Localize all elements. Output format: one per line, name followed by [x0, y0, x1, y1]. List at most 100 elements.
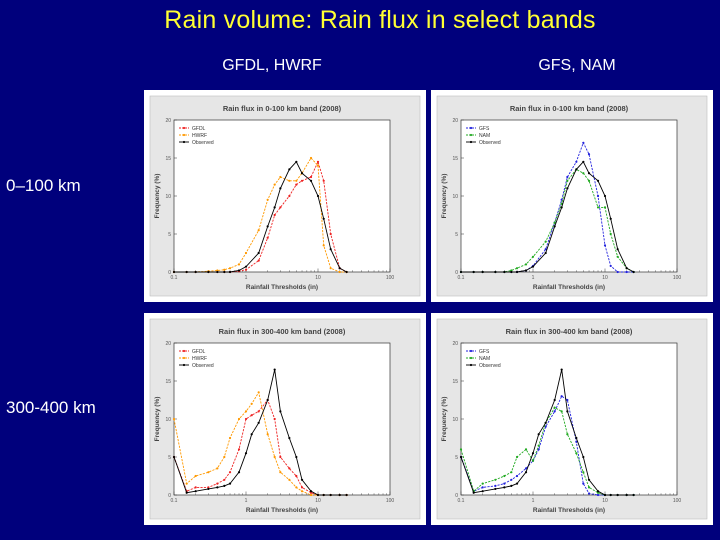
data-point-observed [616, 493, 619, 497]
data-point-hwrf [288, 478, 291, 481]
data-point-observed [472, 491, 475, 494]
legend-label-observed: Observed [479, 140, 501, 146]
data-point-observed [587, 478, 591, 481]
data-point-gfdl [300, 179, 304, 182]
y-tick-label: 5 [168, 455, 171, 461]
data-point-observed [194, 490, 197, 493]
data-point-observed [560, 368, 563, 371]
data-point-gfdl [300, 486, 304, 489]
data-point-nam [587, 486, 591, 489]
data-point-observed [273, 368, 276, 371]
data-point-observed [553, 225, 556, 228]
y-tick-label: 20 [452, 341, 458, 347]
x-axis-label: Rainfall Thresholds (in) [533, 507, 605, 514]
data-point-observed [207, 487, 210, 491]
row-label-top: 0–100 km [6, 176, 81, 195]
x-tick-label: 10 [602, 498, 608, 504]
data-point-observed [266, 225, 269, 228]
data-point-gfs [582, 482, 585, 485]
legend-label-nam: NAM [479, 133, 490, 139]
legend-label-nam: NAM [479, 356, 490, 362]
data-point-hwrf [228, 267, 232, 270]
data-point-observed [329, 248, 332, 251]
data-point-observed [575, 168, 578, 171]
chart-panel-top-left: Rain flux in 0-100 km band (2008) 0 5 10 15 2… [144, 90, 426, 302]
x-tick-label: 1 [245, 275, 248, 281]
legend-marker-gfdl [182, 126, 186, 130]
data-point-observed [566, 187, 569, 190]
chart-panel-bottom-left: Rain flux in 300-400 km band (2008) 0 5 10 1… [144, 313, 426, 525]
data-point-observed [338, 493, 341, 497]
y-tick-label: 10 [165, 417, 171, 423]
data-point-nam [515, 455, 519, 459]
data-point-observed [257, 421, 260, 424]
data-point-observed [625, 493, 628, 497]
chart-svg-bottom-left: Rain flux in 300-400 km band (2008) 0 5 10 1… [149, 318, 421, 520]
x-tick-label: 0.1 [458, 498, 465, 504]
data-point-gfs [494, 484, 497, 487]
data-point-observed [459, 455, 463, 459]
data-point-observed [632, 270, 635, 274]
data-point-hwrf [300, 490, 304, 493]
data-point-observed [223, 484, 226, 487]
data-point-gfdl [295, 474, 298, 478]
plot-area [173, 342, 391, 496]
data-point-gfdl [216, 482, 219, 485]
data-point-observed [510, 270, 513, 274]
data-point-nam [481, 482, 484, 485]
data-point-observed [300, 478, 304, 481]
data-point-gfs [515, 474, 519, 478]
data-point-hwrf [322, 244, 325, 247]
data-point-hwrf [338, 270, 341, 274]
column-header-right: GFS, NAM [538, 57, 616, 74]
data-point-observed [566, 410, 569, 413]
data-point-gfdl [295, 183, 298, 186]
data-point-observed [544, 251, 547, 255]
y-tick-label: 5 [455, 455, 458, 461]
data-point-observed [609, 493, 612, 497]
data-point-nam [531, 255, 535, 258]
data-point-observed [582, 455, 585, 459]
data-point-nam [515, 267, 519, 270]
chart-title: Rain flux in 0-100 km band (2008) [223, 104, 342, 113]
legend-label-hwrf: HWRF [192, 356, 207, 362]
data-point-observed [228, 270, 232, 274]
data-point-gfdl [223, 478, 226, 481]
data-point-nam [609, 232, 612, 236]
x-tick-label: 1 [532, 498, 535, 504]
data-point-hwrf [216, 269, 219, 272]
data-point-gfs [544, 248, 547, 251]
data-point-observed [172, 455, 176, 459]
data-point-hwrf [244, 251, 248, 255]
data-point-observed [288, 168, 291, 171]
data-point-observed [531, 452, 535, 455]
y-axis-label: Frequency (%) [441, 397, 448, 442]
legend-label-observed: Observed [192, 140, 214, 146]
x-tick-label: 1 [245, 498, 248, 504]
data-point-observed [316, 493, 320, 497]
data-point-gfdl [273, 213, 276, 217]
data-point-observed [510, 484, 513, 487]
data-point-gfs [524, 467, 528, 470]
data-point-observed [338, 267, 341, 270]
data-point-observed [329, 493, 332, 497]
data-point-gfdl [309, 175, 313, 179]
data-point-hwrf [223, 455, 226, 459]
data-point-observed [503, 270, 506, 274]
legend-marker-hwrf [182, 356, 186, 360]
data-point-nam [510, 471, 513, 474]
y-tick-label: 20 [165, 118, 171, 124]
data-point-gfs [537, 448, 540, 451]
data-point-observed [345, 270, 348, 274]
data-point-hwrf [237, 263, 241, 266]
data-point-observed [300, 172, 304, 175]
data-point-observed [515, 482, 519, 485]
data-point-gfdl [266, 236, 269, 239]
y-axis-label: Frequency (%) [154, 174, 161, 219]
data-point-nam [616, 255, 619, 258]
legend-marker-observed [469, 363, 473, 367]
legend-marker-nam [469, 133, 473, 137]
legend-label-gfdl: GFDL [192, 349, 206, 355]
x-tick-label: 100 [386, 275, 395, 281]
y-tick-label: 20 [165, 341, 171, 347]
